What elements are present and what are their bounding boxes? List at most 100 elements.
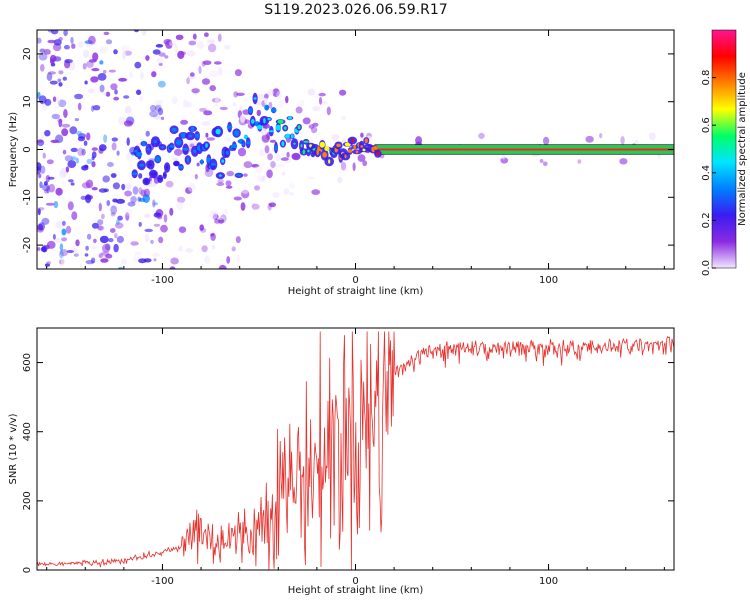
noise-cell (182, 99, 188, 109)
noise-cell (105, 39, 113, 45)
ridge-cell (157, 177, 163, 180)
noise-cell (77, 41, 84, 48)
x-tick-label: 0 (352, 275, 358, 286)
noise-cell (204, 32, 209, 37)
ridge-cell (268, 130, 275, 133)
noise-cell (256, 174, 264, 183)
noise-cell (138, 187, 143, 195)
y-tick-label: 20 (22, 48, 33, 61)
ridge-cell (219, 174, 222, 177)
noise-cell (55, 220, 64, 229)
ridge-cell (287, 116, 292, 120)
noise-cell (125, 212, 130, 221)
noise-cell (118, 116, 126, 126)
noise-cell (318, 96, 323, 105)
noise-cell (61, 237, 68, 242)
noise-cell (139, 95, 144, 102)
noise-cell (103, 134, 108, 143)
noise-cell (53, 237, 63, 244)
noise-cell (308, 124, 315, 129)
noise-cell (178, 226, 187, 233)
noise-cell (187, 182, 196, 192)
noise-cell (226, 256, 231, 264)
ridge-cell (319, 141, 325, 148)
noise-cell (201, 121, 211, 126)
noise-cell (99, 235, 109, 244)
ridge-cell (270, 108, 277, 113)
ridge-cell (373, 146, 378, 150)
ridge-cell (180, 132, 186, 138)
noise-cell (241, 189, 249, 194)
ridge-cell (194, 133, 200, 138)
noise-cell (61, 128, 69, 137)
noise-cell (46, 185, 50, 194)
noise-cell (92, 52, 99, 61)
noise-cell (58, 37, 63, 41)
noise-cell (50, 30, 59, 35)
noise-cell (209, 211, 218, 220)
noise-cell (267, 89, 274, 96)
noise-cell (61, 228, 67, 236)
noise-cell (192, 33, 197, 40)
ridge-cell (161, 146, 164, 149)
ridge-cell (192, 149, 197, 153)
noise-cell (209, 85, 216, 92)
noise-cell (307, 176, 315, 180)
noise-cell (114, 233, 118, 239)
noise-cell (543, 161, 548, 167)
noise-cell (40, 246, 47, 252)
noise-cell (85, 245, 89, 251)
colorbar: 0.0 0.2 0.4 0.6 0.8 Normalized spectral ampli… (701, 29, 748, 276)
noise-cell (201, 78, 211, 85)
noise-cell (210, 209, 217, 215)
noise-cell (217, 216, 225, 220)
ridge-cell (225, 150, 229, 155)
noise-cell (140, 71, 144, 80)
ridge-cell (290, 134, 294, 139)
noise-cell (240, 202, 246, 211)
noise-cell (251, 203, 260, 210)
ridge-cell (336, 143, 341, 148)
noise-cell (46, 240, 56, 249)
noise-cell (218, 264, 227, 269)
noise-cell (116, 198, 125, 204)
noise-cell (44, 263, 51, 267)
ridge-cell (169, 144, 174, 148)
ridge-cell (234, 130, 240, 137)
noise-cell (57, 78, 62, 83)
noise-cell (124, 105, 132, 114)
noise-cell (151, 71, 157, 78)
ridge-cell (142, 140, 146, 147)
noise-cell (77, 136, 85, 142)
ridge-cell (182, 147, 189, 151)
ridge-cell (188, 134, 192, 138)
noise-cell (634, 139, 639, 145)
noise-cell (86, 132, 91, 141)
noise-cell (110, 212, 116, 217)
colorbar-label: Normalized spectral amplitude (737, 72, 748, 226)
ridge-cell (210, 163, 217, 166)
snr-series (37, 331, 674, 570)
ridge-cell (267, 117, 271, 121)
noise-cell (49, 58, 55, 65)
noise-cell (341, 115, 347, 121)
noise-cell (186, 50, 196, 57)
x-tick-label: 100 (539, 275, 558, 286)
ridge-cell (355, 150, 359, 154)
noise-cell (126, 137, 130, 146)
colorbar-tick-label: 0.6 (701, 117, 712, 133)
ridge-cell (243, 135, 248, 139)
noise-cell (243, 161, 253, 169)
noise-cell (169, 266, 176, 269)
noise-cell (76, 131, 83, 136)
noise-cell (40, 64, 45, 72)
noise-cell (160, 116, 165, 120)
noise-cell (272, 192, 280, 199)
noise-cell (97, 73, 107, 81)
noise-cell (234, 69, 242, 77)
noise-cell (88, 35, 96, 45)
ridge-cell (231, 143, 238, 149)
noise-cell (58, 82, 63, 87)
noise-cell (43, 49, 51, 55)
